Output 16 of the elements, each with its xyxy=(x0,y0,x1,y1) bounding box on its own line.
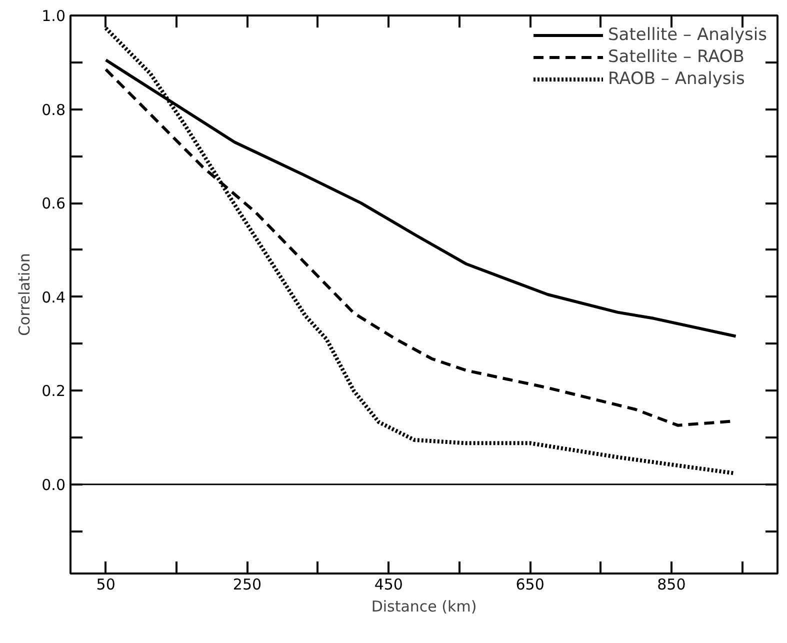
y-tick-label: 1.0 xyxy=(42,7,66,25)
x-tick-label: 650 xyxy=(516,576,544,594)
legend-label: Satellite – RAOB xyxy=(608,47,744,67)
x-tick-label: 450 xyxy=(374,576,403,594)
y-tick-label: 0.0 xyxy=(42,476,66,494)
x-tick-label: 250 xyxy=(232,576,262,594)
x-axis-title: Distance (km) xyxy=(371,598,477,616)
y-tick-label: 0.4 xyxy=(42,288,66,306)
y-tick-label: 0.2 xyxy=(42,382,66,400)
legend-label: RAOB – Analysis xyxy=(608,69,745,89)
x-tick-label: 850 xyxy=(657,576,686,594)
x-tick-label: 50 xyxy=(96,576,116,594)
y-tick-label: 0.6 xyxy=(42,194,66,213)
y-tick-label: 0.8 xyxy=(42,100,66,119)
y-axis-title: Correlation xyxy=(16,253,34,336)
legend-label: Satellite – Analysis xyxy=(608,25,767,45)
